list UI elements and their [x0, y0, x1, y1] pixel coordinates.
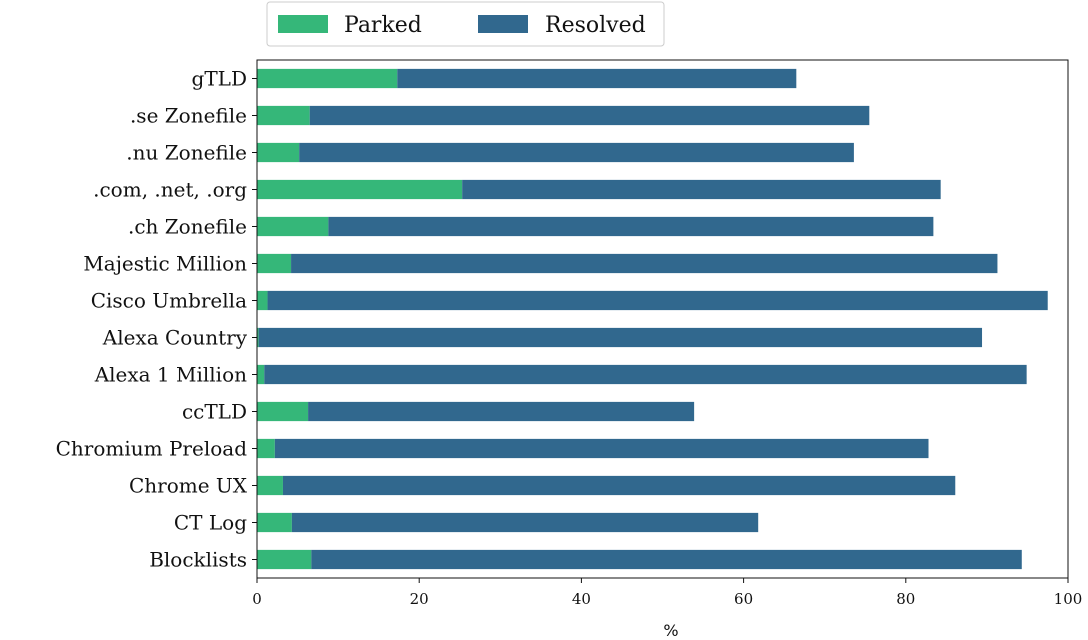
- bar-parked-3: [257, 179, 463, 200]
- legend-swatch-parked: [278, 15, 328, 33]
- bar-parked-6: [257, 290, 268, 311]
- bar-resolved-3: [462, 179, 941, 200]
- bar-resolved-11: [282, 475, 956, 496]
- bar-resolved-0: [397, 68, 797, 89]
- legend: Parked Resolved: [266, 1, 665, 47]
- bar-resolved-5: [291, 253, 998, 274]
- bar-parked-1: [257, 105, 310, 126]
- category-label: gTLD: [192, 67, 247, 91]
- category-label: Blocklists: [149, 548, 247, 572]
- category-label: Cisco Umbrella: [91, 289, 247, 313]
- category-label: .nu Zonefile: [126, 141, 247, 165]
- bar-resolved-1: [309, 105, 870, 126]
- bar-resolved-2: [299, 142, 854, 163]
- x-tick-label: 60: [734, 590, 753, 608]
- x-axis-ticks: 0 20 40 60 80 100: [252, 578, 1082, 608]
- bar-parked-10: [257, 438, 275, 459]
- bar-parked-2: [257, 142, 300, 163]
- bar-resolved-8: [264, 364, 1027, 385]
- category-label: Chrome UX: [129, 474, 248, 498]
- legend-swatch-resolved: [478, 15, 528, 33]
- bar-parked-12: [257, 512, 292, 533]
- bar-parked-4: [257, 216, 329, 237]
- category-label: .com, .net, .org: [93, 178, 247, 202]
- bar-parked-5: [257, 253, 292, 274]
- bar-parked-9: [257, 401, 309, 422]
- bar-parked-7: [257, 327, 259, 348]
- bar-resolved-13: [311, 549, 1022, 570]
- bar-parked-8: [257, 364, 265, 385]
- legend-label-parked: Parked: [344, 13, 422, 38]
- category-label: Chromium Preload: [56, 437, 248, 461]
- bar-resolved-4: [328, 216, 934, 237]
- bar-parked-11: [257, 475, 283, 496]
- legend-frame: [266, 1, 665, 47]
- x-tick-label: 80: [896, 590, 915, 608]
- category-label: .ch Zonefile: [128, 215, 247, 239]
- bar-resolved-12: [291, 512, 759, 533]
- category-label: CT Log: [174, 511, 247, 535]
- category-label: ccTLD: [182, 400, 247, 424]
- category-label: Majestic Million: [83, 252, 247, 276]
- bar-parked-0: [257, 68, 398, 89]
- legend-label-resolved: Resolved: [545, 13, 646, 38]
- category-label: Alexa Country: [102, 326, 248, 350]
- x-axis-label: %: [663, 621, 678, 640]
- x-tick-label: 100: [1054, 590, 1083, 608]
- category-labels: gTLD .se Zonefile .nu Zonefile .com, .net, …: [56, 67, 257, 572]
- bar-resolved-6: [267, 290, 1048, 311]
- x-tick-label: 0: [252, 590, 262, 608]
- category-label: .se Zonefile: [130, 104, 247, 128]
- bar-resolved-10: [274, 438, 929, 459]
- bar-resolved-7: [258, 327, 983, 348]
- x-tick-label: 20: [410, 590, 429, 608]
- bar-parked-13: [257, 549, 312, 570]
- axes-frame: [256, 59, 1069, 579]
- bar-resolved-9: [308, 401, 695, 422]
- category-label: Alexa 1 Million: [94, 363, 247, 387]
- bars: [257, 68, 1048, 570]
- x-tick-label: 40: [572, 590, 591, 608]
